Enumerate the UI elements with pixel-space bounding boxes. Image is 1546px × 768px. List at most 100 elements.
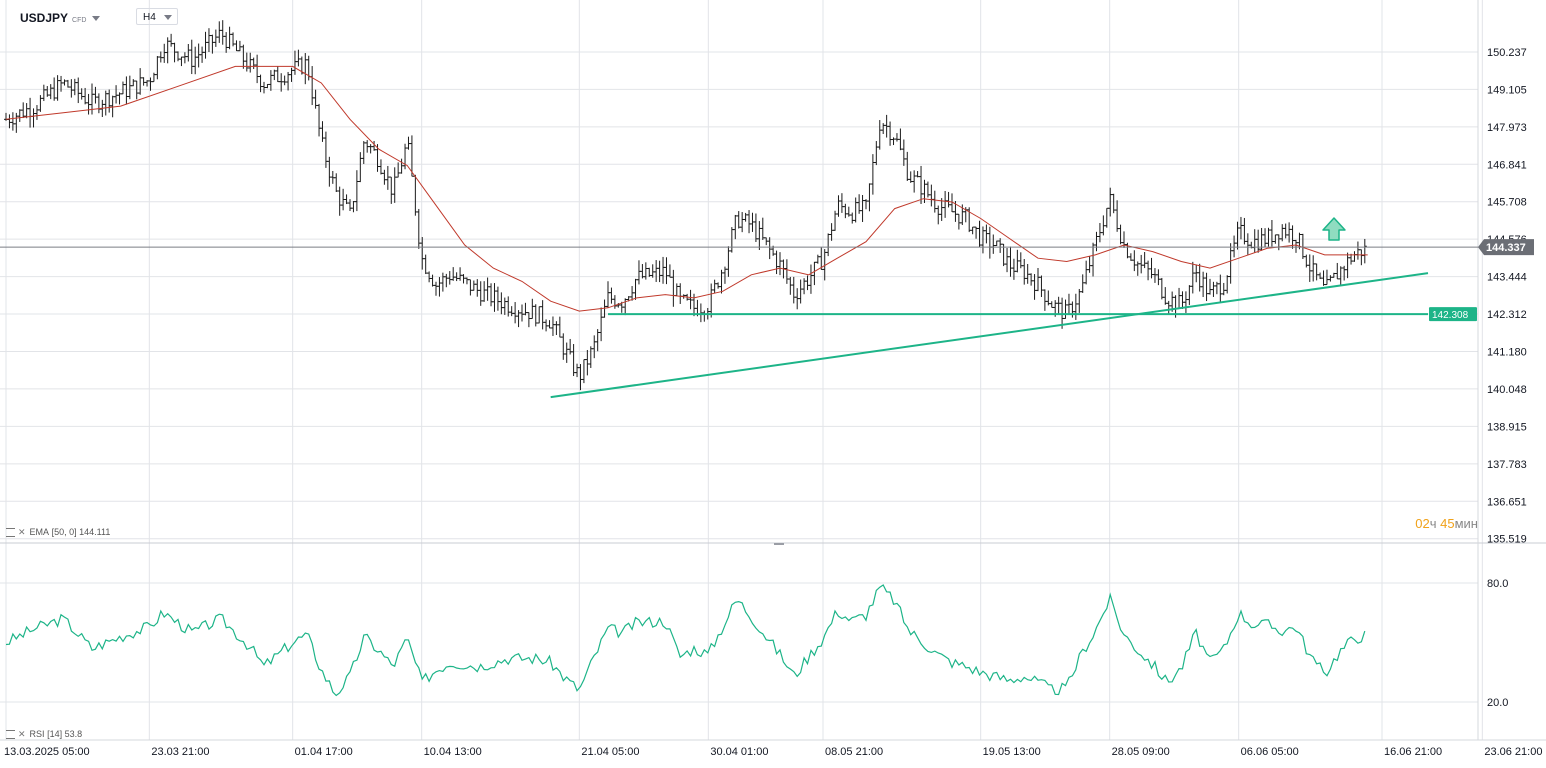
candle-93 xyxy=(323,131,328,168)
candle-228 xyxy=(788,276,793,295)
ema-legend[interactable]: ✕ EMA [50, 0] 144.111 xyxy=(6,527,110,538)
time-tick-6: 08.05 21:00 xyxy=(825,746,883,758)
candle-189 xyxy=(654,260,659,282)
candle-136 xyxy=(471,280,476,291)
candle-183 xyxy=(633,278,638,300)
candle-285 xyxy=(984,224,989,244)
candle-302 xyxy=(1042,289,1047,311)
candle-249 xyxy=(860,194,865,222)
candle-347 xyxy=(1197,263,1202,292)
candle-129 xyxy=(447,271,452,285)
candle-84 xyxy=(292,50,297,75)
candle-248 xyxy=(857,194,862,214)
candle-260 xyxy=(898,128,903,151)
candle-92 xyxy=(320,121,325,142)
candle-341 xyxy=(1177,287,1182,310)
candle-9 xyxy=(34,105,39,120)
grid xyxy=(0,0,1546,741)
candle-45 xyxy=(158,51,163,63)
time-tick-7: 19.05 13:00 xyxy=(983,746,1041,758)
price-tick-10: 138.915 xyxy=(1487,421,1527,433)
candle-112 xyxy=(389,176,394,204)
candle-57 xyxy=(200,46,205,63)
candle-255 xyxy=(881,123,886,134)
candle-366 xyxy=(1263,228,1268,247)
time-axis[interactable]: 13.03.2025 05:00 23.03 21:00 01.04 17:00 10… xyxy=(4,746,1542,758)
chevron-down-icon xyxy=(92,16,101,22)
symbol-selector[interactable]: USDJPY CFD xyxy=(20,11,101,25)
candle-303 xyxy=(1046,290,1051,306)
candle-356 xyxy=(1228,243,1233,284)
candle-157 xyxy=(544,319,549,332)
candle-220 xyxy=(760,217,765,240)
candle-36 xyxy=(127,75,132,100)
candle-21 xyxy=(76,77,81,104)
pane-resize-handle[interactable] xyxy=(774,543,784,545)
candle-65 xyxy=(227,26,232,50)
candle-265 xyxy=(915,171,920,178)
candle-299 xyxy=(1032,274,1037,300)
candle-359 xyxy=(1238,216,1243,240)
candle-217 xyxy=(750,212,755,232)
candle-161 xyxy=(557,316,562,338)
candle-76 xyxy=(265,83,270,89)
time-tick-8: 28.05 09:00 xyxy=(1112,746,1170,758)
candle-372 xyxy=(1283,223,1288,239)
candle-89 xyxy=(310,66,315,106)
candle-11 xyxy=(41,84,46,102)
candle-320 xyxy=(1104,207,1109,228)
candle-75 xyxy=(262,81,266,94)
candle-350 xyxy=(1208,278,1212,295)
candle-218 xyxy=(753,213,758,243)
candle-317 xyxy=(1094,231,1099,252)
candle-274 xyxy=(946,191,951,208)
candle-202 xyxy=(698,303,703,323)
candle-243 xyxy=(839,193,844,213)
candle-145 xyxy=(502,297,507,315)
candle-162 xyxy=(561,333,566,360)
settings-icon[interactable] xyxy=(6,730,15,740)
candle-97 xyxy=(337,186,342,216)
close-icon[interactable]: ✕ xyxy=(18,729,26,739)
candle-314 xyxy=(1084,260,1089,285)
candle-98 xyxy=(341,188,346,211)
candle-104 xyxy=(361,141,366,164)
candle-258 xyxy=(891,137,896,146)
candle-78 xyxy=(272,69,277,81)
candle-171 xyxy=(592,335,597,359)
candle-287 xyxy=(991,234,996,254)
price-axis[interactable]: 150.237149.105147.973146.841145.708144.5… xyxy=(1487,47,1527,546)
candle-52 xyxy=(182,52,187,64)
price-tags: 144.337 142.308 xyxy=(1429,239,1534,322)
candle-332 xyxy=(1146,260,1151,281)
settings-icon[interactable] xyxy=(6,528,15,538)
rsi-value: 53.8 xyxy=(64,729,83,739)
candle-252 xyxy=(870,154,875,195)
candle-327 xyxy=(1128,253,1133,261)
close-icon[interactable]: ✕ xyxy=(18,527,26,537)
candle-94 xyxy=(327,156,332,187)
timeframe-selector[interactable]: H4 xyxy=(136,8,178,25)
symbol-tag: CFD xyxy=(72,17,87,24)
candle-375 xyxy=(1294,239,1298,253)
candle-166 xyxy=(575,363,580,378)
candle-284 xyxy=(980,226,985,254)
candle-119 xyxy=(413,174,418,216)
candle-19 xyxy=(69,79,74,98)
candle-5 xyxy=(21,102,26,119)
candle-63 xyxy=(220,20,225,45)
rsi-label: RSI xyxy=(29,729,45,739)
candle-232 xyxy=(802,278,807,295)
candle-106 xyxy=(368,144,373,154)
candle-352 xyxy=(1214,281,1219,295)
candle-158 xyxy=(547,320,552,329)
rsi-legend[interactable]: ✕ RSI [14] 53.8 xyxy=(6,729,82,740)
candle-66 xyxy=(231,32,236,47)
candle-141 xyxy=(489,283,494,307)
candle-50 xyxy=(176,51,180,62)
candle-68 xyxy=(237,40,242,52)
timer-minutes-unit: мин xyxy=(1454,516,1478,531)
candle-308 xyxy=(1063,299,1068,319)
candle-30 xyxy=(107,89,112,113)
timer-hours: 02 xyxy=(1415,516,1430,531)
